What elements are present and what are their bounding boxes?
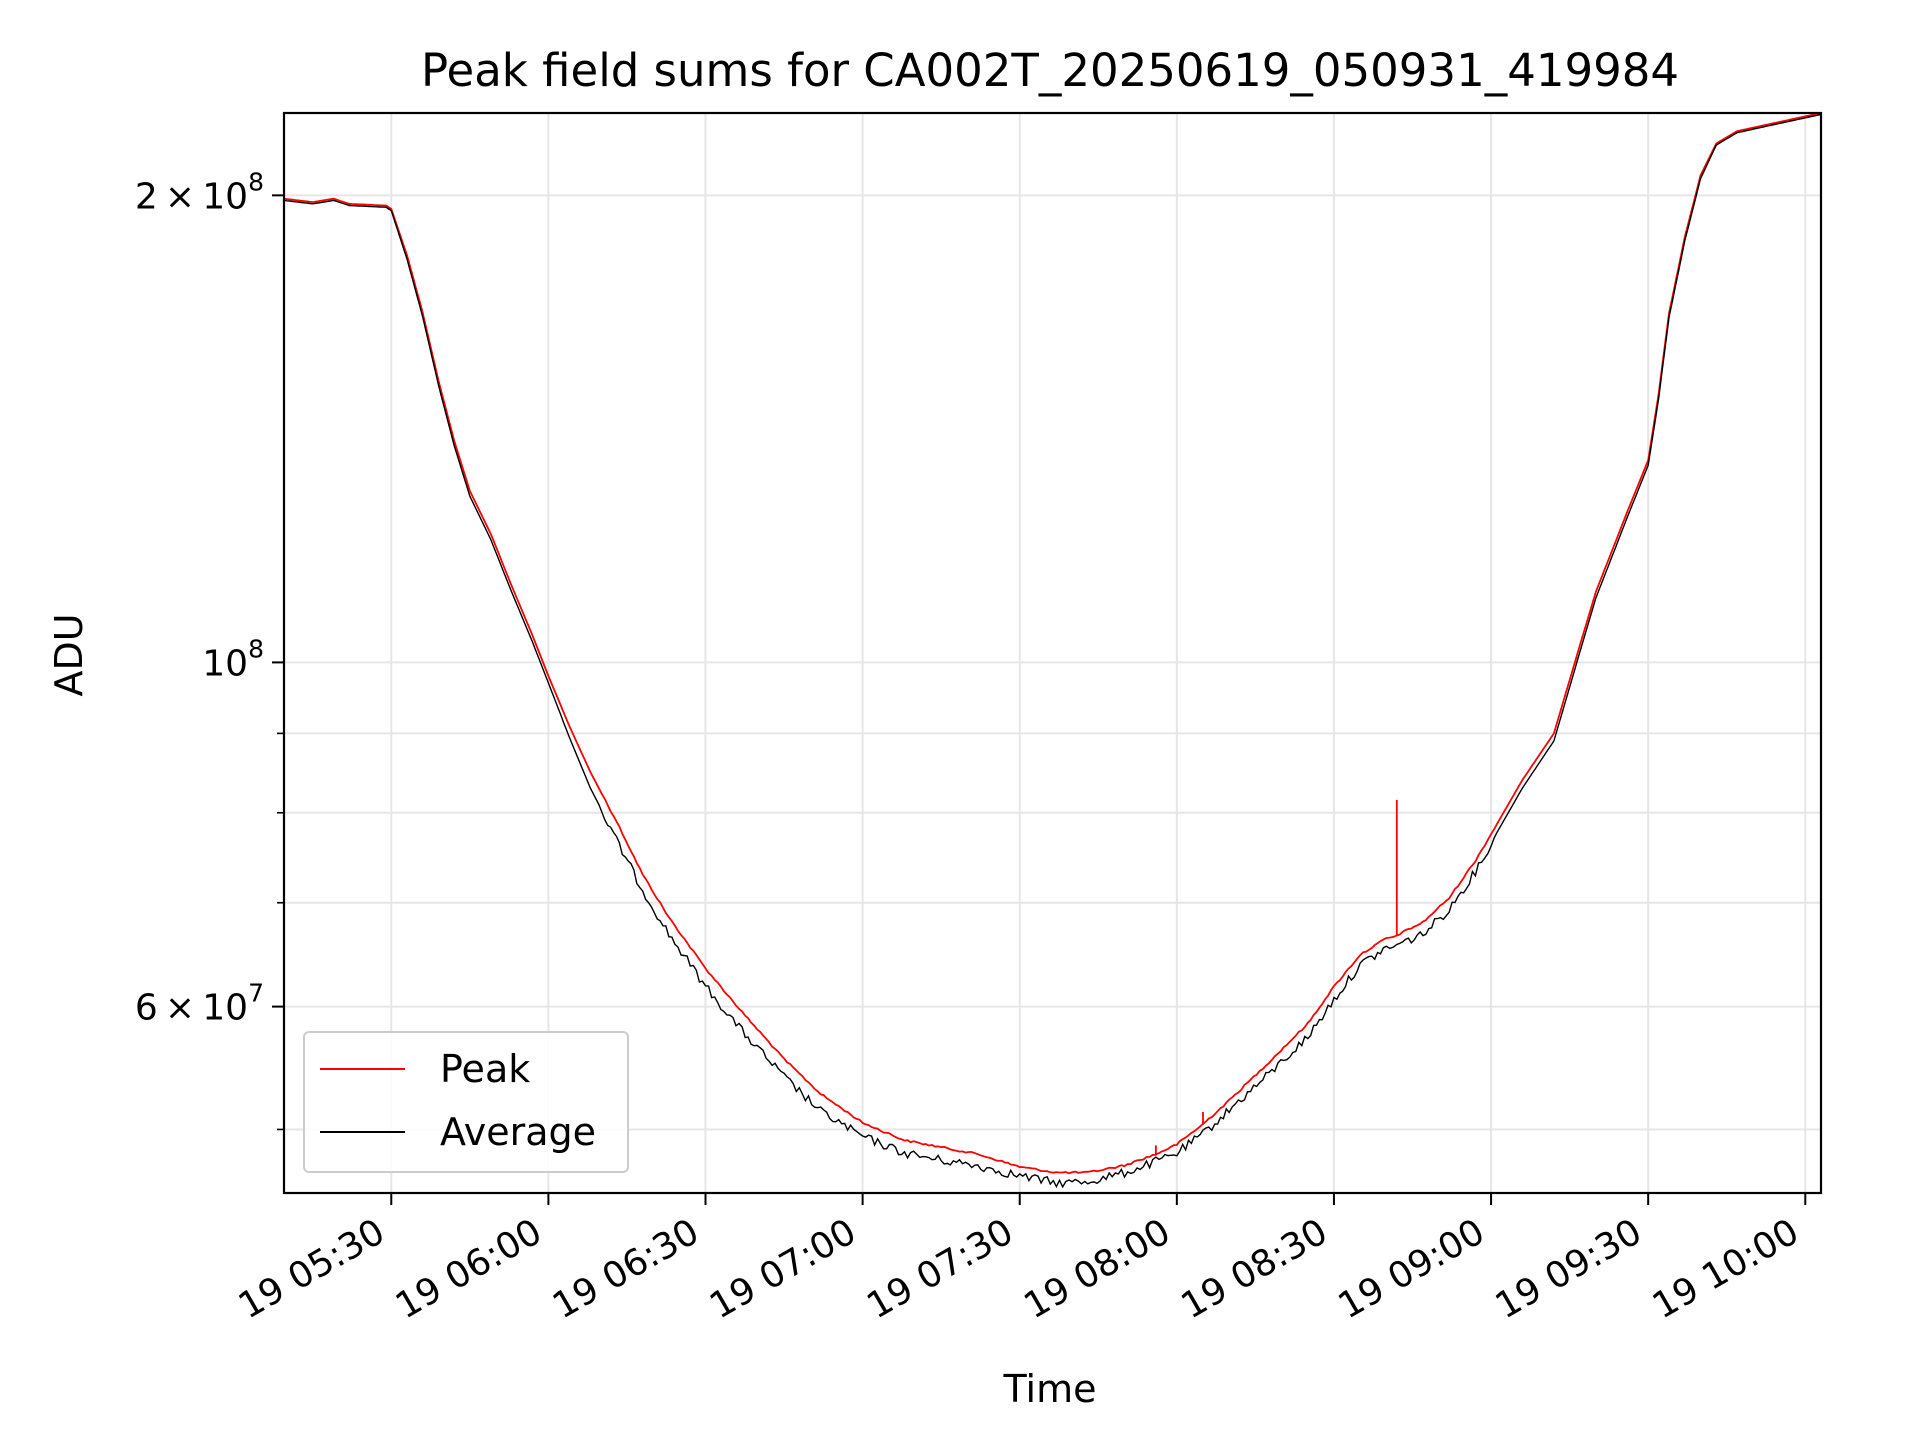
y-tick-mantissa: 6	[135, 988, 158, 1029]
y-tick-base: 10	[202, 643, 248, 684]
times-sign: ×	[158, 176, 203, 217]
legend-label-average: Average	[440, 1110, 596, 1154]
y-tick-exponent: 8	[248, 634, 264, 663]
y-tick-base: 10	[202, 988, 248, 1029]
y-axis-label: ADU	[47, 613, 91, 696]
y-tick-base: 10	[202, 176, 248, 217]
y-tick-exponent: 7	[248, 979, 264, 1008]
y-tick-exponent: 8	[248, 167, 264, 196]
times-sign: ×	[158, 988, 203, 1029]
x-axis-label: Time	[1003, 1367, 1097, 1411]
legend: Peak Average	[304, 1032, 628, 1172]
legend-label-peak: Peak	[440, 1047, 530, 1091]
y-tick-mantissa: 2	[135, 176, 158, 217]
chart-title: Peak field sums for CA002T_20250619_0509…	[421, 44, 1679, 97]
